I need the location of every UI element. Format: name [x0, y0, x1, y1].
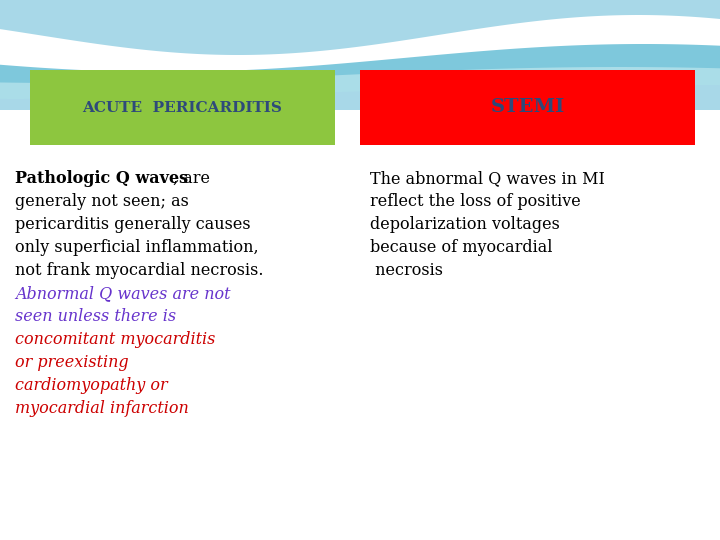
Text: , are: , are — [173, 170, 210, 187]
Text: seen unless there is: seen unless there is — [15, 308, 176, 325]
Text: pericarditis generally causes: pericarditis generally causes — [15, 216, 251, 233]
Text: concomitant myocarditis: concomitant myocarditis — [15, 331, 215, 348]
FancyBboxPatch shape — [30, 70, 335, 145]
Text: Abnormal Q waves are not: Abnormal Q waves are not — [15, 285, 230, 302]
Text: The abnormal Q waves in MI: The abnormal Q waves in MI — [370, 170, 605, 187]
Text: only superficial inflammation,: only superficial inflammation, — [15, 239, 258, 256]
Text: cardiomyopathy or: cardiomyopathy or — [15, 377, 168, 394]
Text: necrosis: necrosis — [370, 262, 443, 279]
Text: because of myocardial: because of myocardial — [370, 239, 552, 256]
Text: or preexisting: or preexisting — [15, 354, 129, 371]
Text: depolarization voltages: depolarization voltages — [370, 216, 560, 233]
FancyBboxPatch shape — [360, 70, 695, 145]
Text: STEMI: STEMI — [490, 98, 564, 117]
Text: Pathologic Q waves: Pathologic Q waves — [15, 170, 188, 187]
Polygon shape — [0, 67, 720, 99]
Text: ACUTE  PERICARDITIS: ACUTE PERICARDITIS — [83, 100, 282, 114]
Text: myocardial infarction: myocardial infarction — [15, 400, 189, 417]
FancyBboxPatch shape — [0, 0, 720, 110]
Text: generaly not seen; as: generaly not seen; as — [15, 193, 189, 210]
Polygon shape — [0, 15, 720, 83]
Text: not frank myocardial necrosis.: not frank myocardial necrosis. — [15, 262, 264, 279]
Text: reflect the loss of positive: reflect the loss of positive — [370, 193, 581, 210]
Polygon shape — [0, 44, 720, 92]
